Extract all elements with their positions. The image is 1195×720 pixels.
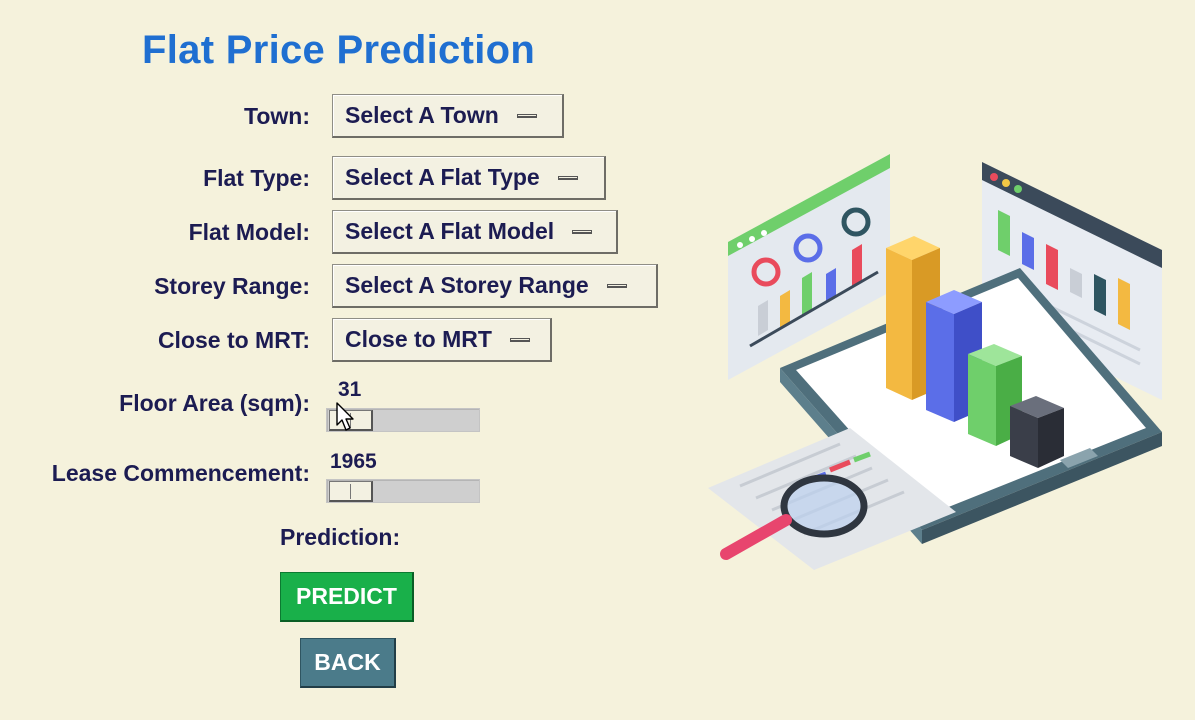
lease-commencement-value: 1965: [330, 450, 377, 473]
storey-range-dropdown[interactable]: Select A Storey Range: [332, 264, 658, 308]
dropdown-indicator-icon: [509, 337, 530, 342]
page-title: Flat Price Prediction: [142, 28, 536, 72]
close-to-mrt-dropdown-value: Close to MRT: [345, 326, 492, 352]
bar-chart-3d-icon: [886, 236, 1064, 468]
flat-model-dropdown-value: Select A Flat Model: [345, 218, 555, 244]
floor-area-label: Floor Area (sqm):: [119, 390, 310, 416]
flat-type-dropdown-value: Select A Flat Type: [345, 164, 540, 190]
flat-type-dropdown[interactable]: Select A Flat Type: [332, 156, 606, 200]
close-to-mrt-label: Close to MRT:: [157, 327, 310, 353]
floor-area-slider[interactable]: 31: [326, 372, 484, 436]
lease-commencement-slider-handle[interactable]: [329, 481, 373, 502]
town-dropdown-value: Select A Town: [345, 102, 499, 128]
dropdown-indicator-icon: [557, 175, 578, 180]
storey-range-label: Storey Range:: [154, 273, 310, 299]
dropdown-indicator-icon: [606, 283, 627, 288]
dropdown-indicator-icon: [516, 113, 537, 118]
lease-commencement-slider[interactable]: 1965: [326, 442, 484, 506]
browser-window-left-icon: [728, 154, 890, 380]
back-button[interactable]: BACK: [300, 638, 396, 688]
prediction-label: Prediction:: [280, 524, 401, 550]
lease-commencement-trough[interactable]: [326, 479, 480, 503]
flat-model-dropdown[interactable]: Select A Flat Model: [332, 210, 618, 254]
lease-commencement-label: Lease Commencement:: [51, 460, 310, 486]
predict-button[interactable]: PREDICT: [280, 572, 414, 622]
arrow-cursor-icon: [336, 402, 354, 431]
flat-model-label: Flat Model:: [188, 219, 310, 245]
flat-type-label: Flat Type:: [203, 165, 310, 191]
close-to-mrt-dropdown[interactable]: Close to MRT: [332, 318, 552, 362]
floor-area-value: 31: [338, 378, 362, 401]
dropdown-indicator-icon: [572, 229, 593, 234]
town-label: Town:: [244, 103, 310, 129]
document-magnifier-icon: [708, 428, 956, 570]
town-dropdown[interactable]: Select A Town: [332, 94, 564, 138]
storey-range-dropdown-value: Select A Storey Range: [345, 272, 589, 298]
floor-area-trough[interactable]: [326, 408, 480, 432]
data-analytics-illustration: [708, 154, 1162, 570]
